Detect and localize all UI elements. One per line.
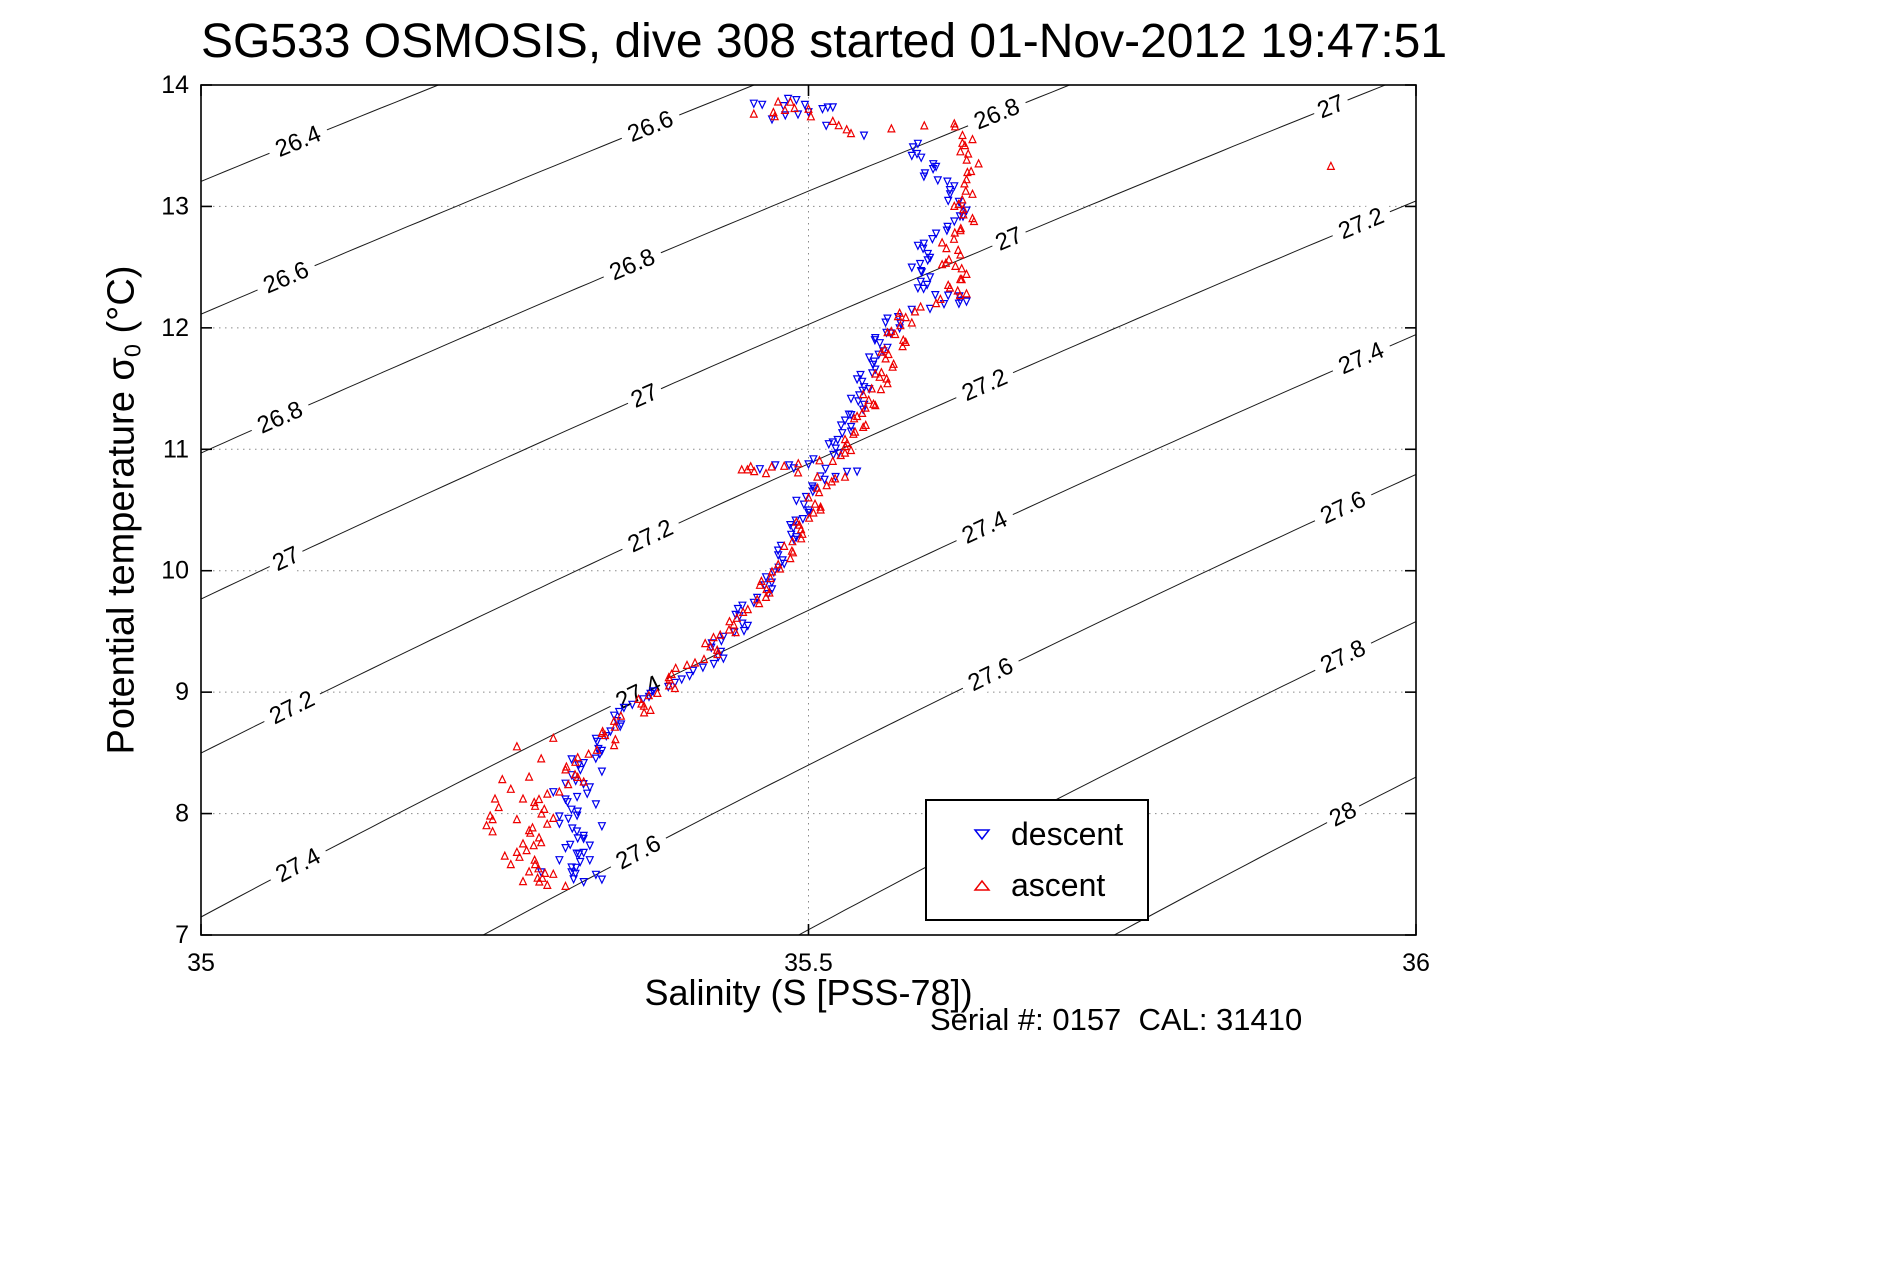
contour-label: 27.6 [604, 825, 673, 880]
contour-label: 27 [622, 375, 667, 417]
contour-label: 26.6 [252, 252, 321, 303]
contour-label: 27.8 [1309, 630, 1378, 683]
y-tick-label: 14 [161, 71, 189, 99]
contour-label: 27 [263, 538, 309, 580]
contour-label: 27.2 [1327, 198, 1396, 249]
x-axis-label: Salinity (S [PSS-78]) [644, 972, 973, 1013]
contour-label: 27.2 [258, 681, 327, 734]
y-tick-label: 11 [163, 435, 189, 463]
tick-labels: 35 35.5 36 7 8 9 10 11 12 13 14 [161, 71, 1430, 977]
y-tick-label: 12 [161, 314, 189, 342]
isopycnal-27.8 [797, 621, 1416, 935]
grid-lines [201, 85, 1416, 935]
contour-label: 28 [1320, 793, 1366, 835]
triangle-down-icon [973, 829, 991, 841]
y-tick-label: 9 [175, 678, 189, 706]
contour-label: 27.4 [604, 666, 673, 719]
axes-box [200, 84, 1417, 936]
contour-label: 27.4 [1327, 333, 1396, 384]
contour-label: 27 [986, 219, 1032, 259]
serial-footnote: Serial #: 0157 CAL: 31410 [930, 1002, 1303, 1037]
y-tick-label: 13 [161, 192, 189, 220]
contour-label: 26.8 [598, 239, 667, 290]
legend-label: descent [1011, 815, 1124, 852]
triangle-up-icon [973, 879, 991, 891]
contour-label: 27.4 [264, 838, 333, 893]
x-tick-label: 35.5 [784, 949, 833, 977]
ascent-markers [482, 96, 1336, 890]
isopycnal-27.2 [201, 200, 1416, 754]
contour-label: 26.8 [962, 89, 1031, 139]
legend-entry-ascent: ascent [971, 867, 1147, 904]
isopycnal-26.4 [201, 85, 440, 182]
contour-label: 27.2 [616, 510, 685, 562]
contour-label: 27.4 [950, 501, 1019, 554]
legend-label: ascent [1011, 867, 1106, 904]
isopycnal-26.8 [201, 85, 1071, 454]
contour-label: 27 [1308, 87, 1353, 127]
chart-title: SG533 OSMOSIS, dive 308 started 01-Nov-2… [201, 15, 1448, 68]
x-tick-label: 35 [187, 949, 215, 977]
y-tick-label: 8 [175, 800, 189, 828]
contour-label: 26.4 [264, 116, 333, 167]
isopycnal-27.4 [201, 334, 1416, 918]
y-tick-label: 7 [175, 921, 189, 949]
contour-label: 27.2 [950, 359, 1019, 411]
legend-entry-descent: descent [971, 816, 1147, 853]
contour-label: 26.8 [245, 392, 315, 444]
isopycnal-27 [201, 85, 1387, 600]
contour-labels: 26.4 26.6 26.6 26.8 26.8 26.8 27 27 27 27 27.2 27.2… [245, 87, 1396, 893]
contour-label: 26.6 [616, 101, 685, 152]
x-tick-label: 36 [1402, 949, 1430, 977]
isopycnal-27.6 [482, 474, 1416, 935]
y-tick-label: 10 [161, 557, 189, 585]
contour-label: 27.6 [1309, 482, 1378, 534]
legend: descent ascent [925, 799, 1149, 921]
contour-label: 27.6 [956, 648, 1025, 701]
